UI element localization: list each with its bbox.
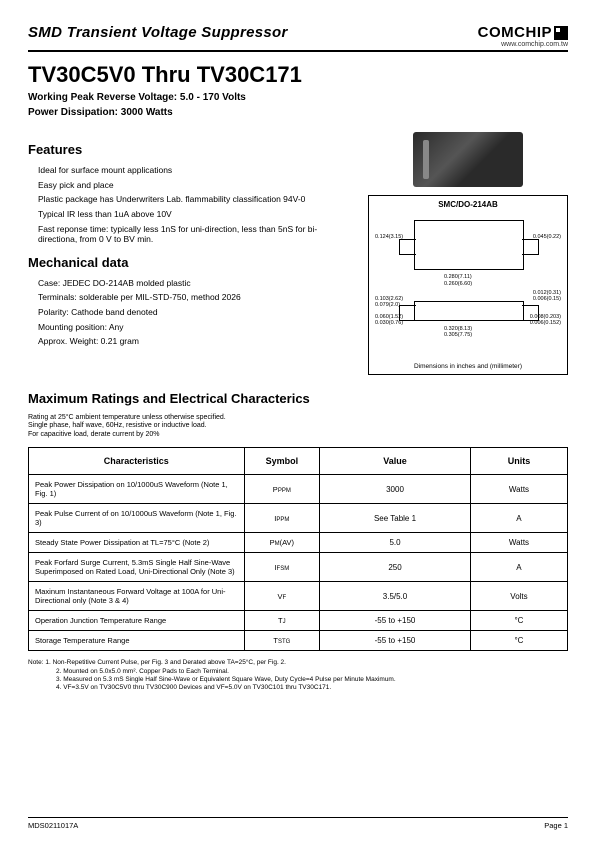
header: SMD Transient Voltage Suppressor COMCHIP…: [28, 24, 568, 52]
feature-item: Plastic package has Underwriters Lab. fl…: [38, 194, 356, 205]
cell-value: 3.5/5.0: [320, 582, 471, 611]
cell-unit: A: [470, 504, 567, 533]
table-row: Operation Junction Temperature RangeTJ-5…: [29, 611, 568, 631]
features-list: Ideal for surface mount applications Eas…: [28, 165, 356, 245]
dim: 0.030(0.76): [375, 320, 403, 326]
page-footer: MDS0211017A Page 1: [28, 817, 568, 830]
cell-symbol: TSTG: [244, 631, 319, 651]
feature-item: Ideal for surface mount applications: [38, 165, 356, 176]
cell-unit: A: [470, 553, 567, 582]
cell-unit: Watts: [470, 475, 567, 504]
col-value: Value: [320, 448, 471, 475]
package-caption: Dimensions in inches and (millimeter): [369, 363, 567, 370]
cell-symbol: PM(AV): [244, 533, 319, 553]
col-characteristics: Characteristics: [29, 448, 245, 475]
logo-icon: [554, 26, 568, 40]
mech-item: Case: JEDEC DO-214AB molded plastic: [38, 278, 356, 289]
package-top-view: [414, 220, 524, 270]
table-header-row: Characteristics Symbol Value Units: [29, 448, 568, 475]
page-number: Page 1: [544, 821, 568, 830]
package-diagram: SMC/DO-214AB 0.124(3.15) 0.045(0.22) 0.2…: [368, 195, 568, 375]
package-label: SMC/DO-214AB: [369, 200, 567, 209]
table-row: Peak Forfard Surge Current, 5.3mS Single…: [29, 553, 568, 582]
cell-char: Storage Temperature Range: [29, 631, 245, 651]
cell-char: Peak Pulse Current of on 10/1000uS Wavef…: [29, 504, 245, 533]
left-column: Features Ideal for surface mount applica…: [28, 132, 356, 375]
footnote-line: 2. Mounted on 5.0x5.0 mm². Copper Pads t…: [28, 668, 568, 676]
dim: 0.006(0.152): [530, 320, 561, 326]
table-row: Peak Pulse Current of on 10/1000uS Wavef…: [29, 504, 568, 533]
cell-char: Maxinum Instantaneous Forward Voltage at…: [29, 582, 245, 611]
table-row: Steady State Power Dissipation at TL=75°…: [29, 533, 568, 553]
cell-unit: Watts: [470, 533, 567, 553]
dim: 0.280(7.11): [444, 274, 472, 280]
logo-url: www.comchip.com.tw: [478, 41, 568, 48]
feature-item: Fast reponse time: typically less 1nS fo…: [38, 224, 356, 245]
table-row: Storage Temperature RangeTSTG-55 to +150…: [29, 631, 568, 651]
cell-symbol: TJ: [244, 611, 319, 631]
cell-symbol: IFSM: [244, 553, 319, 582]
mech-item: Polarity: Cathode band denoted: [38, 307, 356, 318]
logo-block: COMCHIP www.comchip.com.tw: [478, 24, 568, 48]
cell-unit: Volts: [470, 582, 567, 611]
footnote-line: Note: 1. Non-Repetitive Current Pulse, p…: [28, 659, 568, 667]
feature-item: Typical IR less than 1uA above 10V: [38, 209, 356, 220]
cell-value: 5.0: [320, 533, 471, 553]
cell-char: Steady State Power Dissipation at TL=75°…: [29, 533, 245, 553]
cell-unit: °C: [470, 611, 567, 631]
max-ratings-section: Maximum Ratings and Electrical Character…: [28, 391, 568, 651]
cell-char: Peak Power Dissipation on 10/1000uS Wave…: [29, 475, 245, 504]
dim: 0.079(2.0): [375, 302, 400, 308]
mechanical-list: Case: JEDEC DO-214AB molded plastic Term…: [28, 278, 356, 347]
dim: 0.305(7.75): [444, 332, 472, 338]
cell-value: -55 to +150: [320, 611, 471, 631]
col-symbol: Symbol: [244, 448, 319, 475]
dim: 0.006(0.15): [533, 296, 561, 302]
part-number: TV30C5V0 Thru TV30C171: [28, 62, 568, 88]
doc-title: SMD Transient Voltage Suppressor: [28, 24, 288, 41]
feature-item: Easy pick and place: [38, 180, 356, 191]
mech-item: Mounting position: Any: [38, 322, 356, 333]
mech-item: Approx. Weight: 0.21 gram: [38, 336, 356, 347]
package-side-view: [414, 301, 524, 321]
dim: 0.124(3.15): [375, 234, 403, 240]
col-units: Units: [470, 448, 567, 475]
footnotes: Note: 1. Non-Repetitive Current Pulse, p…: [28, 659, 568, 693]
working-voltage: Working Peak Reverse Voltage: 5.0 - 170 …: [28, 92, 568, 103]
cell-value: 3000: [320, 475, 471, 504]
cell-char: Operation Junction Temperature Range: [29, 611, 245, 631]
top-section: Features Ideal for surface mount applica…: [28, 132, 568, 375]
right-column: SMC/DO-214AB 0.124(3.15) 0.045(0.22) 0.2…: [368, 132, 568, 375]
logo-text: COMCHIP: [478, 24, 552, 41]
cell-char: Peak Forfard Surge Current, 5.3mS Single…: [29, 553, 245, 582]
dim: 0.045(0.22): [533, 234, 561, 240]
cell-symbol: IPPM: [244, 504, 319, 533]
footnote-line: 3. Measured on 5.3 mS Single Half Sine-W…: [28, 676, 568, 684]
cell-symbol: VF: [244, 582, 319, 611]
ratings-table: Characteristics Symbol Value Units Peak …: [28, 447, 568, 651]
cell-unit: °C: [470, 631, 567, 651]
cell-value: See Table 1: [320, 504, 471, 533]
mech-item: Terminals: solderable per MIL-STD-750, m…: [38, 292, 356, 303]
mechanical-heading: Mechanical data: [28, 255, 356, 270]
table-row: Peak Power Dissipation on 10/1000uS Wave…: [29, 475, 568, 504]
power-dissipation: Power Dissipation: 3000 Watts: [28, 107, 568, 118]
max-ratings-note: Rating at 25°C ambient temperature unles…: [28, 414, 568, 439]
max-ratings-heading: Maximum Ratings and Electrical Character…: [28, 391, 568, 406]
logo: COMCHIP: [478, 24, 568, 41]
cell-value: 250: [320, 553, 471, 582]
features-heading: Features: [28, 142, 356, 157]
component-photo: [413, 132, 523, 187]
footnote-line: 4. VF=3.5V on TV30C5V0 thru TV30C900 Dev…: [28, 684, 568, 692]
table-row: Maxinum Instantaneous Forward Voltage at…: [29, 582, 568, 611]
doc-code: MDS0211017A: [28, 821, 78, 830]
dim: 0.260(6.60): [444, 281, 472, 287]
cell-value: -55 to +150: [320, 631, 471, 651]
cell-symbol: PPPM: [244, 475, 319, 504]
